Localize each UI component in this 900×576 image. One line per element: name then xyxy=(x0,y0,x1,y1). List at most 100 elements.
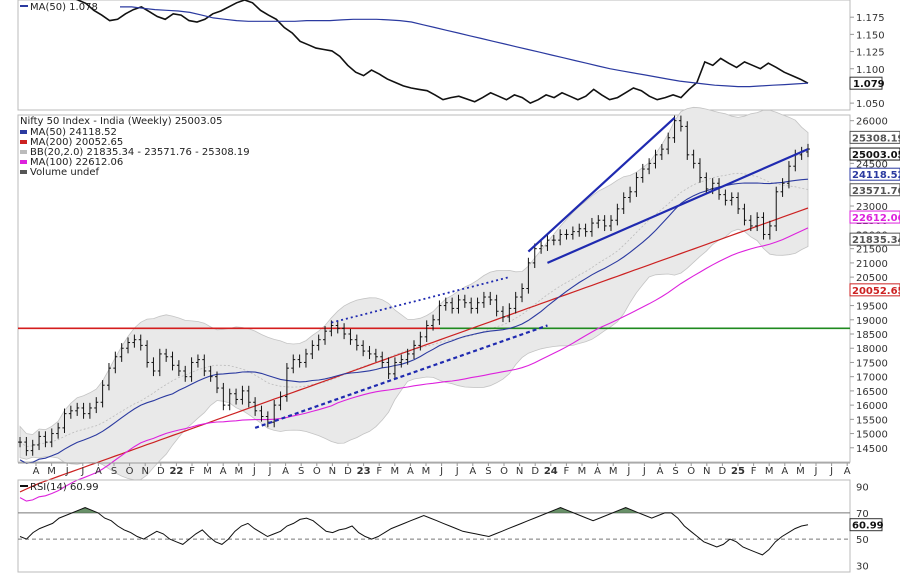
legend-swatch xyxy=(20,170,27,174)
value-badge xyxy=(849,283,900,297)
y-tick-label: 18000 xyxy=(856,344,888,355)
x-tick-label: S xyxy=(298,466,304,477)
rsi-overbought-fill xyxy=(612,507,639,513)
y-tick-label: 21000 xyxy=(856,259,888,270)
legend-entry: BB(20,2.0) 21835.34 - 23571.76 - 25308.1… xyxy=(30,147,250,158)
x-tick-label: M xyxy=(47,466,56,477)
x-tick-label: A xyxy=(844,466,851,477)
x-tick-label: 23 xyxy=(357,466,371,477)
x-tick-label: M xyxy=(796,466,805,477)
y-tick-label: 14500 xyxy=(856,444,888,455)
rsi-overbought-fill xyxy=(547,507,574,513)
x-tick-label: A xyxy=(95,466,102,477)
x-tick-label: O xyxy=(313,466,321,477)
x-tick-label: D xyxy=(719,466,727,477)
chart-title: Nifty 50 Index - India (Weekly) 25003.05 xyxy=(20,116,223,127)
ma50-line xyxy=(19,178,809,464)
x-tick-label: J xyxy=(626,466,630,477)
x-tick-label: O xyxy=(500,466,508,477)
x-tick-label: N xyxy=(141,466,148,477)
x-tick-label: 22 xyxy=(169,466,183,477)
x-tick-label: J xyxy=(814,466,818,477)
x-tick-label: M xyxy=(390,466,399,477)
x-tick-label: M xyxy=(765,466,774,477)
value-badge-label: 25308.19 xyxy=(852,133,900,144)
y-tick-label: 16000 xyxy=(856,401,888,412)
legend-entry: RSI(14) 60.99 xyxy=(30,482,99,493)
y-tick-label: 90 xyxy=(856,483,869,494)
legend-swatch xyxy=(20,140,27,144)
legend-entry: MA(200) 20052.65 xyxy=(30,137,123,148)
y-tick-label: 50 xyxy=(856,535,869,546)
x-tick-label: 25 xyxy=(731,466,745,477)
y-tick-label: 20500 xyxy=(856,273,888,284)
y-tick-label: 1.175 xyxy=(856,13,885,24)
x-tick-label: A xyxy=(469,466,476,477)
x-tick-label: J xyxy=(455,466,459,477)
y-tick-label: 70 xyxy=(856,509,869,520)
x-tick-label: O xyxy=(126,466,134,477)
x-tick-label: F xyxy=(376,466,382,477)
value-badge-label: 21835.34 xyxy=(852,235,900,246)
value-badge-label: 23571.76 xyxy=(852,186,900,197)
x-tick-label: M xyxy=(234,466,243,477)
legend-swatch xyxy=(20,160,27,164)
ma100-line xyxy=(19,227,809,502)
x-tick-label: M xyxy=(203,466,212,477)
x-tick-label: M xyxy=(422,466,431,477)
value-badge-label: 24118.52 xyxy=(852,170,900,181)
x-tick-label: A xyxy=(781,466,788,477)
price-panel: 2600025500245002350023000225002200021500… xyxy=(17,106,900,502)
x-tick-label: D xyxy=(344,466,352,477)
x-tick-label: D xyxy=(531,466,539,477)
last-value-label: 1.079 xyxy=(853,79,885,90)
x-tick-label: A xyxy=(33,466,40,477)
legend-swatch xyxy=(20,130,27,134)
legend-entry: Volume undef xyxy=(30,167,100,178)
value-badge xyxy=(849,147,900,161)
x-tick-label: A xyxy=(594,466,601,477)
x-tick-label: N xyxy=(703,466,710,477)
y-tick-label: 17500 xyxy=(856,358,888,369)
rsi-last-badge xyxy=(849,518,883,532)
y-tick-label: 1.125 xyxy=(856,48,885,59)
x-tick-label: N xyxy=(329,466,336,477)
y-tick-label: 24500 xyxy=(856,159,888,170)
x-tick-label: A xyxy=(657,466,664,477)
value-badge xyxy=(849,183,900,197)
x-tick-label: M xyxy=(578,466,587,477)
x-tick-label: J xyxy=(268,466,272,477)
y-tick-label: 1.050 xyxy=(856,99,885,110)
top-panel-frame xyxy=(17,0,851,111)
x-tick-label: F xyxy=(189,466,195,477)
trendline-dashed-lower xyxy=(254,324,548,429)
value-badge xyxy=(849,167,900,181)
x-tick-label: D xyxy=(157,466,165,477)
value-badge xyxy=(849,210,900,224)
x-tick-label: S xyxy=(672,466,678,477)
value-badge xyxy=(849,232,900,246)
y-tick-label: 15500 xyxy=(856,415,888,426)
series-line-1 xyxy=(120,6,809,88)
y-tick-label: 16500 xyxy=(856,387,888,398)
y-tick-label: 18500 xyxy=(856,330,888,341)
x-axis: A M J J A S O N D 22 F M A M J J A S O N D 23 F M A M J J A S O N D 24 F M A… xyxy=(18,462,851,477)
legend-entry: MA(50) 1.078 xyxy=(30,2,98,13)
rsi-panel: 90 70 50 30 60.99 RSI(14) 60.99 xyxy=(17,479,884,573)
value-badge-label: 20052.65 xyxy=(852,286,900,297)
trendline-wedge-upper xyxy=(527,117,676,253)
x-tick-label: N xyxy=(516,466,523,477)
x-tick-label: J xyxy=(80,466,84,477)
x-tick-label: F xyxy=(751,466,757,477)
y-tick-label: 1.100 xyxy=(856,65,885,76)
y-tick-label: 19500 xyxy=(856,302,888,313)
y-tick-label: 1.150 xyxy=(856,30,885,41)
x-tick-label: J xyxy=(252,466,256,477)
y-tick-label: 26000 xyxy=(856,117,888,128)
x-tick-label: S xyxy=(111,466,117,477)
last-value-badge xyxy=(849,76,883,90)
x-tick-label: S xyxy=(485,466,491,477)
x-tick-label: J xyxy=(829,466,833,477)
